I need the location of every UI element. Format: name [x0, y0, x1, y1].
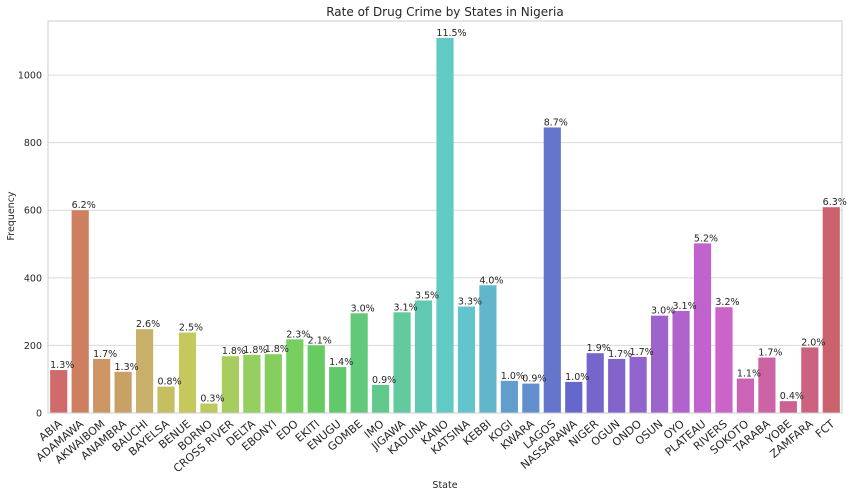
data-label: 2.5% — [179, 323, 203, 334]
data-label: 0.8% — [157, 377, 181, 388]
bar-kaduna — [414, 300, 433, 413]
data-label: 1.7% — [630, 347, 654, 358]
data-label: 1.0% — [501, 371, 525, 382]
bar-taraba — [758, 357, 776, 413]
bar-imo — [372, 384, 390, 413]
bar-niger — [586, 353, 604, 413]
bar-benue — [178, 332, 197, 413]
data-label: 4.0% — [479, 275, 503, 286]
data-label: 1.7% — [758, 348, 782, 359]
bar-kano — [436, 37, 454, 414]
bar-abia — [50, 370, 68, 413]
data-label: 3.1% — [393, 302, 417, 313]
bar-ondo — [629, 356, 647, 413]
bar-bayelsa — [157, 386, 175, 413]
bar-kogi — [500, 380, 518, 413]
data-label: 6.2% — [72, 200, 96, 211]
data-label: 2.3% — [286, 329, 310, 340]
bar-nassarawa — [565, 381, 583, 413]
data-label: 11.5% — [436, 28, 466, 39]
y-tick-label: 0 — [36, 409, 42, 420]
data-label: 1.8% — [222, 346, 246, 357]
bar-kwara — [522, 383, 540, 413]
bar-lagos — [543, 127, 561, 413]
bar-akwaibom — [93, 358, 111, 413]
bar-bauchi — [135, 329, 154, 413]
data-label: 3.0% — [651, 306, 675, 317]
bar-ogun — [608, 358, 626, 413]
data-label: 0.3% — [200, 394, 224, 405]
bar-jigawa — [393, 312, 411, 413]
bar-zamfara — [801, 347, 819, 413]
data-label: 1.3% — [115, 362, 139, 373]
bar-adamawa — [71, 210, 89, 413]
bar-kebbi — [479, 285, 497, 413]
bar-plateau — [693, 243, 712, 413]
y-tick-label: 800 — [24, 138, 42, 149]
data-label: 1.8% — [265, 344, 289, 355]
bars — [50, 37, 840, 414]
data-label: 5.2% — [694, 233, 718, 244]
y-tick-label: 400 — [24, 273, 42, 284]
data-label: 0.4% — [780, 391, 804, 402]
data-label: 0.9% — [522, 374, 546, 385]
data-label: 1.7% — [93, 349, 117, 360]
bar-fct — [822, 207, 840, 413]
y-tick-label: 1000 — [18, 71, 42, 82]
y-axis-ticks: 0 200 400 600 800 1000 — [18, 71, 42, 420]
bar-sokoto — [736, 378, 755, 413]
bar-anambra — [114, 371, 132, 413]
bar-katsina — [457, 306, 476, 413]
x-axis-label: State — [432, 480, 457, 491]
bar-yobe — [779, 401, 797, 413]
data-label: 8.7% — [544, 117, 568, 128]
data-label: 3.1% — [672, 301, 696, 312]
data-label: 3.5% — [415, 290, 439, 301]
data-labels: 1.3%6.2%1.7%1.3%2.6%0.8%2.5%0.3%1.8%1.8%… — [50, 28, 847, 405]
data-label: 1.9% — [587, 343, 611, 354]
x-axis-ticks: ABIAADAMAWAAKWAIBOMANAMBRABAUCHIBAYELSAB… — [34, 417, 838, 475]
data-label: 1.0% — [565, 372, 589, 383]
data-label: 3.0% — [351, 303, 375, 314]
plot-area-frame — [47, 20, 843, 414]
y-axis-label: Frequency — [6, 191, 17, 240]
data-label: 0.9% — [372, 375, 396, 386]
bar-rivers — [715, 307, 733, 413]
bar-gombe — [350, 313, 368, 413]
data-label: 1.7% — [608, 349, 632, 360]
data-label: 2.6% — [136, 319, 160, 330]
bar-enugu — [329, 367, 347, 413]
bar-ekiti — [307, 345, 325, 413]
bar-borno — [200, 403, 218, 413]
bar-ebonyi — [264, 354, 282, 413]
x-tick-label: FCT — [813, 417, 837, 440]
data-label: 1.1% — [737, 369, 761, 380]
y-tick-label: 600 — [24, 206, 42, 217]
data-label: 2.0% — [801, 337, 825, 348]
data-label: 2.1% — [308, 335, 332, 346]
data-label: 1.8% — [243, 345, 267, 356]
data-label: 1.4% — [329, 357, 353, 368]
bar-edo — [286, 339, 304, 413]
bar-oyo — [672, 310, 690, 413]
data-label: 1.3% — [50, 360, 74, 371]
data-label: 3.3% — [458, 297, 482, 308]
data-label: 3.2% — [715, 297, 739, 308]
y-tick-label: 200 — [24, 341, 42, 352]
data-label: 6.3% — [823, 197, 847, 208]
chart-title: Rate of Drug Crime by States in Nigeria — [326, 5, 564, 19]
bar-osun — [651, 315, 669, 413]
bar-cross-river — [221, 356, 239, 413]
bar-delta — [243, 354, 261, 413]
